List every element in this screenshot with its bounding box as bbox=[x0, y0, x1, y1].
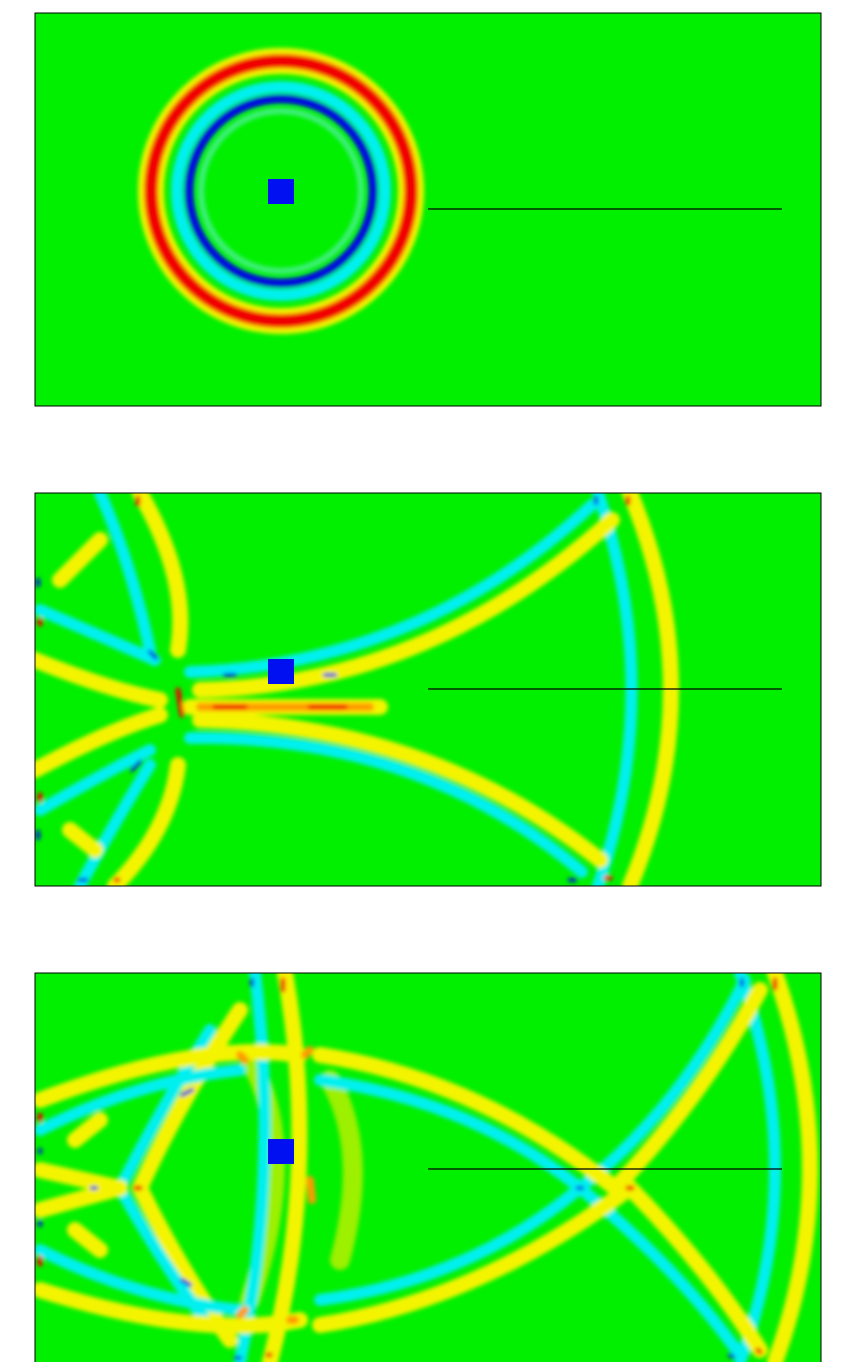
wavefront bbox=[767, 973, 818, 1362]
ring bbox=[144, 54, 418, 328]
wavefront bbox=[35, 707, 168, 778]
wavefront bbox=[35, 744, 156, 816]
wavefront bbox=[94, 493, 156, 656]
wavefront bbox=[35, 1064, 246, 1316]
wavefront bbox=[312, 1177, 768, 1358]
panel-frame bbox=[34, 972, 822, 1362]
wavefront bbox=[35, 604, 161, 666]
source bbox=[268, 659, 294, 684]
wavefront bbox=[234, 973, 271, 1362]
wavefront bbox=[107, 757, 186, 886]
source bbox=[268, 1139, 294, 1164]
wavefront bbox=[37, 495, 631, 883]
wavefront bbox=[184, 499, 598, 678]
wavefront bbox=[262, 973, 308, 1362]
wavefront bbox=[592, 493, 638, 886]
panel-frame bbox=[34, 492, 822, 887]
wavefront bbox=[36, 496, 598, 882]
wavefront bbox=[74, 759, 156, 886]
wavefront bbox=[35, 1282, 308, 1334]
wavefront bbox=[38, 978, 744, 1360]
wavefront bbox=[192, 712, 608, 868]
wavefront bbox=[132, 493, 189, 658]
wavefront bbox=[312, 982, 768, 1199]
panel-frame bbox=[34, 12, 822, 407]
wavefront bbox=[52, 532, 108, 858]
wavefront bbox=[35, 1044, 308, 1108]
panel-3 bbox=[34, 972, 822, 1362]
wavefront bbox=[622, 493, 679, 886]
wavefront bbox=[35, 652, 168, 708]
ring bbox=[184, 94, 378, 288]
wavefront bbox=[184, 731, 588, 878]
wavefield bbox=[35, 973, 818, 1362]
ring bbox=[171, 81, 391, 301]
wavefront bbox=[35, 1112, 128, 1258]
panel-2 bbox=[34, 492, 822, 887]
wavefield bbox=[138, 48, 424, 334]
ring bbox=[198, 108, 364, 274]
wavefront bbox=[236, 1046, 316, 1324]
source bbox=[268, 179, 294, 204]
wavefront bbox=[192, 512, 620, 698]
wavefield bbox=[35, 493, 679, 886]
panel-1 bbox=[34, 12, 822, 407]
wavefront bbox=[37, 977, 778, 1358]
